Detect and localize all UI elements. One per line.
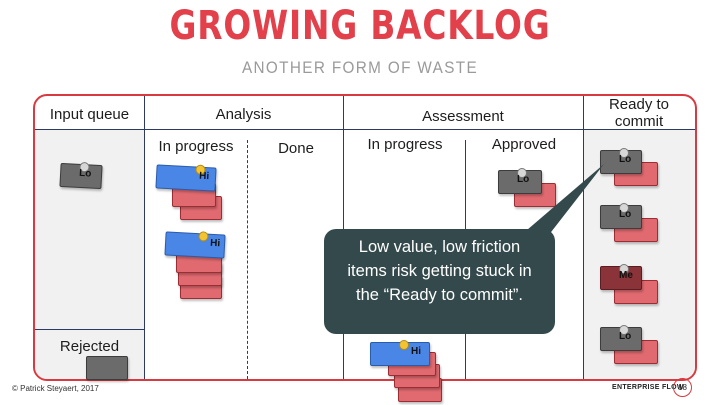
card-label: Lo bbox=[619, 154, 632, 165]
card-lo[interactable]: Lo bbox=[498, 168, 542, 194]
pin-icon bbox=[619, 203, 629, 213]
rejected-divider bbox=[35, 329, 144, 330]
subcolumn-divider bbox=[247, 140, 248, 379]
callout-line-3: the “Ready to commit”. bbox=[356, 286, 523, 304]
slide-title: GROWING BACKLOG bbox=[169, 3, 551, 49]
column-header-input-queue: Input queue bbox=[49, 106, 130, 123]
slide-subtitle: ANOTHER FORM OF WASTE bbox=[241, 58, 479, 77]
card-me[interactable]: Me bbox=[600, 264, 642, 290]
pin-icon bbox=[619, 325, 629, 335]
card-lo[interactable]: Lo bbox=[600, 148, 642, 174]
card-hi[interactable]: Hi bbox=[370, 340, 430, 366]
card-label: Hi bbox=[411, 346, 421, 357]
pin-icon bbox=[399, 340, 409, 350]
brand-logo: ENTERPRISE FLOW bbox=[612, 384, 684, 391]
pin-icon bbox=[198, 231, 209, 242]
callout-line-1: Low value, low friction bbox=[358, 238, 521, 256]
card-lo[interactable]: Lo bbox=[600, 203, 642, 229]
card-label: Me bbox=[619, 270, 633, 281]
column-divider bbox=[144, 96, 145, 379]
copyright-text: © Patrick Steyaert, 2017 bbox=[12, 384, 99, 393]
card-label: Lo bbox=[517, 174, 530, 185]
subheader-assessment-approved: Approved bbox=[491, 136, 557, 153]
column-header-analysis: Analysis bbox=[215, 106, 272, 123]
ready-header-line2: commit bbox=[614, 113, 664, 130]
subheader-analysis-in-progress: In progress bbox=[158, 138, 234, 155]
card-label: Lo bbox=[78, 167, 92, 180]
card-lo[interactable]: Lo bbox=[59, 161, 103, 190]
subheader-analysis-done: Done bbox=[278, 140, 314, 157]
rejected-label: Rejected bbox=[59, 338, 120, 355]
card-hi[interactable]: Hi bbox=[164, 231, 226, 259]
subheader-assessment-in-progress: In progress bbox=[367, 136, 443, 153]
pin-icon bbox=[619, 264, 629, 274]
page-number: 18 bbox=[673, 378, 692, 397]
header-divider bbox=[35, 129, 695, 130]
pin-icon bbox=[619, 148, 629, 158]
card-lo[interactable]: Lo bbox=[600, 325, 642, 351]
column-divider bbox=[583, 96, 584, 379]
card-label: Hi bbox=[209, 237, 221, 250]
column-header-assessment: Assessment bbox=[422, 108, 504, 125]
ready-header-line1: Ready to bbox=[608, 96, 670, 113]
card-hi[interactable]: Hi bbox=[155, 164, 217, 192]
card-rejected[interactable] bbox=[86, 356, 128, 380]
column-header-ready-to-commit: Ready to commit bbox=[583, 96, 695, 130]
card-label: Lo bbox=[619, 209, 632, 220]
callout-line-2: items risk getting stuck in bbox=[347, 262, 532, 280]
callout-box: Low value, low friction items risk getti… bbox=[324, 229, 555, 334]
card-label: Lo bbox=[619, 331, 632, 342]
card-label: Hi bbox=[198, 170, 210, 183]
